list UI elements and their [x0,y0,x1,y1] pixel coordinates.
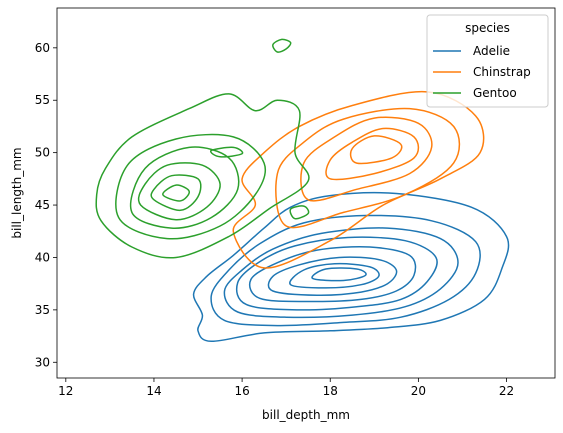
series-adelie [192,191,510,343]
chinstrap-contour-1 [232,90,485,269]
gentoo-contour-6 [162,184,190,202]
legend-label-adelie: Adelie [473,44,510,58]
chinstrap-contour-3 [300,116,433,202]
plot-frame [56,7,556,379]
gentoo-contour-5 [150,174,202,212]
gentoo-contour-7 [272,38,292,53]
adelie-contour-8 [311,267,367,282]
x-tick-label: 20 [411,384,426,398]
legend-title: species [465,21,510,35]
y-tick-label: 35 [35,303,50,317]
chinstrap-contour-5 [349,135,403,165]
chinstrap-contour-2 [275,107,461,229]
x-tick-label: 16 [234,384,249,398]
y-tick-label: 55 [35,93,50,107]
adelie-contour-2 [210,214,481,327]
x-tick-label: 14 [146,384,161,398]
gentoo-contour-4 [137,162,221,221]
legend-box [426,14,549,108]
adelie-contour-4 [235,236,438,311]
legend: species Adelie Chinstrap Gentoo [426,14,549,108]
x-tick-label: 22 [499,384,514,398]
x-axis-label: bill_depth_mm [262,408,350,422]
legend-label-gentoo: Gentoo [473,86,517,100]
y-tick-label: 45 [35,198,50,212]
y-tick-label: 30 [35,355,50,369]
y-tick-label: 60 [35,41,50,55]
adelie-contour-3 [223,227,459,319]
axis-ticks: 12 14 16 18 20 22 30 35 40 45 50 55 60 [35,41,514,398]
adelie-contour-1 [192,191,510,343]
x-tick-label: 12 [58,384,73,398]
series-chinstrap [232,90,485,269]
chinstrap-contour-4 [325,127,420,181]
x-tick-label: 18 [323,384,338,398]
contour-layer [95,38,510,343]
adelie-contour-6 [267,256,398,296]
adelie-contour-7 [289,262,380,289]
gentoo-contour-2 [115,133,267,240]
y-tick-label: 40 [35,250,50,264]
gentoo-contour-3 [130,146,240,229]
y-axis-label: bill_length_mm [10,147,24,238]
gentoo-contour-8 [289,205,310,220]
y-tick-label: 50 [35,146,50,160]
gentoo-contour-9 [209,146,244,158]
gentoo-contour-1 [95,93,310,259]
legend-label-chinstrap: Chinstrap [473,65,531,79]
series-gentoo [95,38,310,259]
